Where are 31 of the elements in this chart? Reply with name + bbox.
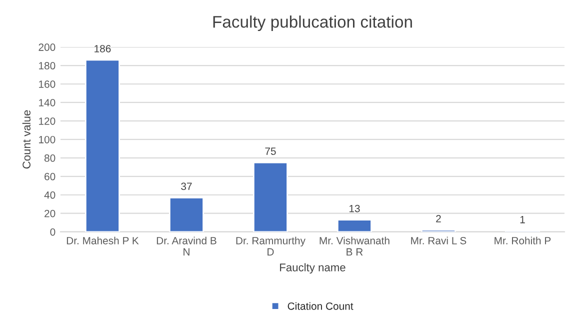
x-tick-label: Dr. Rammurthy D xyxy=(236,236,306,256)
legend-label: Citation Count xyxy=(288,302,354,310)
y-tick-label: 0 xyxy=(50,228,56,236)
bar xyxy=(168,196,204,232)
y-tick-label: 60 xyxy=(44,172,56,180)
y-tick-label: 100 xyxy=(39,136,56,144)
bar xyxy=(336,219,372,232)
y-tick-label: 180 xyxy=(39,62,56,70)
x-axis-title: Fauclty name xyxy=(280,263,346,274)
y-tick-label: 40 xyxy=(44,191,56,199)
data-label: 37 xyxy=(181,182,192,190)
data-label: 186 xyxy=(94,44,111,52)
data-label: 1 xyxy=(520,216,525,224)
y-tick-label: 20 xyxy=(44,210,56,218)
y-tick-label: 120 xyxy=(39,117,56,125)
x-tick-label: Dr. Mahesh P K xyxy=(66,236,139,244)
data-label: 75 xyxy=(265,148,276,155)
x-tick-label: Dr. Aravind B N xyxy=(156,236,216,256)
y-tick-label: 200 xyxy=(38,44,56,51)
x-tick-label: Mr. Ravi L S xyxy=(411,236,466,244)
bar xyxy=(84,59,120,232)
x-tick-label: Mr. Rohith P xyxy=(494,236,551,244)
chart-title: Faculty publucation citation xyxy=(213,16,412,32)
y-tick-label: 140 xyxy=(39,98,56,106)
y-tick-label: 160 xyxy=(39,80,56,88)
y-axis-title: Count value xyxy=(22,110,30,169)
x-tick-label: Mr. Vishwanath B R xyxy=(320,236,390,256)
data-label: 2 xyxy=(436,215,441,222)
y-tick-label: 80 xyxy=(44,154,56,162)
data-label: 13 xyxy=(349,204,360,212)
bar xyxy=(252,162,288,232)
